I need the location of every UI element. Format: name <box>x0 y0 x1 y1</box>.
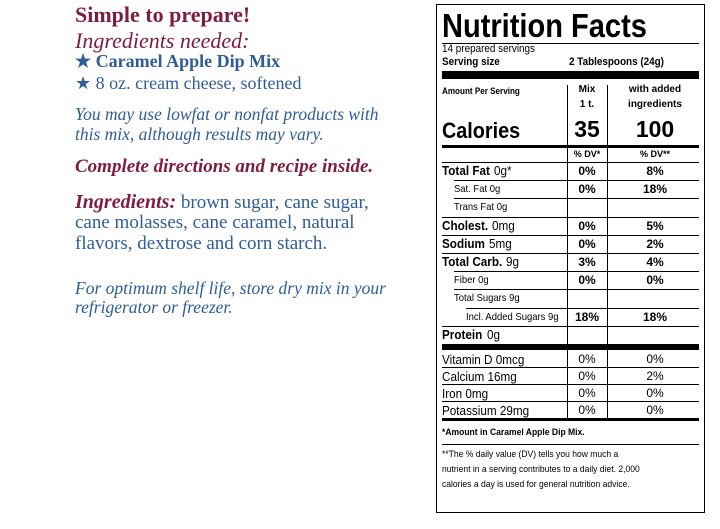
footnote: nutrient in a serving contributes to a d… <box>442 464 640 475</box>
storage-line: For optimum shelf life, store dry mix in… <box>75 278 386 298</box>
heading: Simple to prepare! <box>75 2 251 27</box>
added-dv: 2% <box>646 236 664 251</box>
column-header: Mix <box>578 84 596 95</box>
storage-line: refrigerator or freezer. <box>75 297 233 317</box>
note-line: this mix, although results may vary. <box>75 124 324 144</box>
column-rule <box>567 350 568 418</box>
footnote: calories a day is used for general nutri… <box>442 479 630 490</box>
dv-header: % DV* <box>573 149 601 159</box>
needed-item: ★ Caramel Apple Dip Mix <box>75 51 281 71</box>
row-rule <box>442 162 699 163</box>
row-rule <box>454 180 699 182</box>
nutrient-amount: 5mg <box>489 235 512 251</box>
row-rule <box>454 289 699 291</box>
row-rule <box>442 234 699 236</box>
column-header: ingredients <box>628 99 682 110</box>
vitamin-name: Potassium 29mg <box>442 403 530 418</box>
mix-dv: 0% <box>578 218 596 233</box>
calories-label: Calories <box>442 118 521 143</box>
thick-rule <box>442 71 699 79</box>
added-dv: 0% <box>646 352 664 366</box>
added-dv: 0% <box>646 273 664 288</box>
nutrient-name: Total Carb. <box>442 254 503 269</box>
servings: 14 prepared servings <box>442 43 536 55</box>
needed-item: ★ 8 oz. cream cheese, softened <box>75 73 302 93</box>
amount-label: Amount Per Serving <box>442 86 520 96</box>
added-dv: 8% <box>646 164 664 178</box>
mix-dv: 0% <box>578 236 596 251</box>
column-rule <box>567 85 568 344</box>
ingredients-line: Ingredients: brown sugar, cane sugar, <box>75 191 369 214</box>
nutrient-name: Protein <box>442 326 483 342</box>
row-rule <box>442 401 699 402</box>
added-dv: 4% <box>646 255 664 269</box>
row-rule <box>442 367 699 368</box>
row-rule <box>442 384 699 385</box>
nutrient-amount: 0mg <box>491 217 515 233</box>
added-dv: 18% <box>642 309 668 324</box>
mix-dv: 0% <box>578 164 596 178</box>
nutrient-amount: 0g* <box>493 163 512 178</box>
ingredients-line: flavors, dextrose and corn starch. <box>75 233 328 254</box>
nutrient-name: Trans Fat 0g <box>454 201 508 214</box>
added-dv: 5% <box>646 218 664 233</box>
row-rule <box>442 325 699 327</box>
nutrient-amount: 9g <box>506 254 520 269</box>
rule <box>442 43 699 44</box>
mix-dv: 0% <box>578 403 596 417</box>
note-line: You may use lowfat or nonfat products wi… <box>75 104 379 124</box>
nutrient-name: Total Fat <box>442 163 490 178</box>
mix-dv: 3% <box>578 255 596 269</box>
ingredients-label: Ingredients: <box>75 191 177 213</box>
dv-header: % DV** <box>639 149 670 159</box>
nutrient-amount: 0g <box>486 326 500 342</box>
added-dv: 0% <box>646 403 664 417</box>
nutrition-panel: Nutrition Facts 14 prepared servings Servi… <box>436 4 705 513</box>
column-rule <box>607 350 608 418</box>
nutrient-name: Fiber 0g <box>454 274 489 287</box>
added-dv: 2% <box>646 369 664 383</box>
rule <box>442 444 699 445</box>
ingredients-line: cane molasses, cane caramel, natural <box>75 212 355 233</box>
vitamin-name: Calcium 16mg <box>442 369 517 384</box>
needed-title: Ingredients needed: <box>75 28 250 53</box>
column-header: with added <box>628 84 682 95</box>
thick-rule <box>442 344 699 350</box>
calories-value: 35 <box>574 116 600 142</box>
nutrient-name: Cholest. <box>442 217 489 233</box>
row-rule <box>454 198 699 200</box>
mix-dv: 0% <box>578 273 596 288</box>
mix-dv: 0% <box>578 386 596 400</box>
added-dv: 0% <box>646 386 664 400</box>
nutrient-name: Sat. Fat 0g <box>454 183 501 196</box>
added-dv: 18% <box>642 182 668 197</box>
nutrient-name: Incl. Added Sugars 9g <box>466 310 559 323</box>
row-rule <box>454 271 699 273</box>
directions: Complete directions and recipe inside. <box>75 156 374 177</box>
row-rule <box>442 253 699 254</box>
row-rule <box>466 307 699 309</box>
nutrient-name: Sodium <box>442 235 485 251</box>
serving-size-label: Serving size <box>442 56 500 68</box>
mix-dv: 0% <box>578 369 596 383</box>
column-header: 1 t. <box>579 99 595 110</box>
calories-value: 100 <box>635 116 675 142</box>
rule <box>442 418 699 421</box>
mix-dv: 0% <box>578 182 596 197</box>
vitamin-name: Iron 0mg <box>442 386 489 401</box>
serving-size: 2 Tablespoons (24g) <box>569 56 664 68</box>
row-rule <box>442 216 699 218</box>
rule <box>442 145 699 148</box>
nutrient-name: Total Sugars 9g <box>454 292 520 305</box>
ingredients-text: brown sugar, cane sugar, <box>180 192 369 213</box>
column-rule <box>607 85 608 344</box>
vitamin-name: Vitamin D 0mcg <box>442 352 525 367</box>
mix-dv: 18% <box>574 309 600 324</box>
footnote: *Amount in Caramel Apple Dip Mix. <box>442 427 585 438</box>
nutrition-title: Nutrition Facts <box>442 7 647 44</box>
footnote: **The % daily value (DV) tells you how m… <box>442 449 619 460</box>
mix-dv: 0% <box>578 352 596 366</box>
